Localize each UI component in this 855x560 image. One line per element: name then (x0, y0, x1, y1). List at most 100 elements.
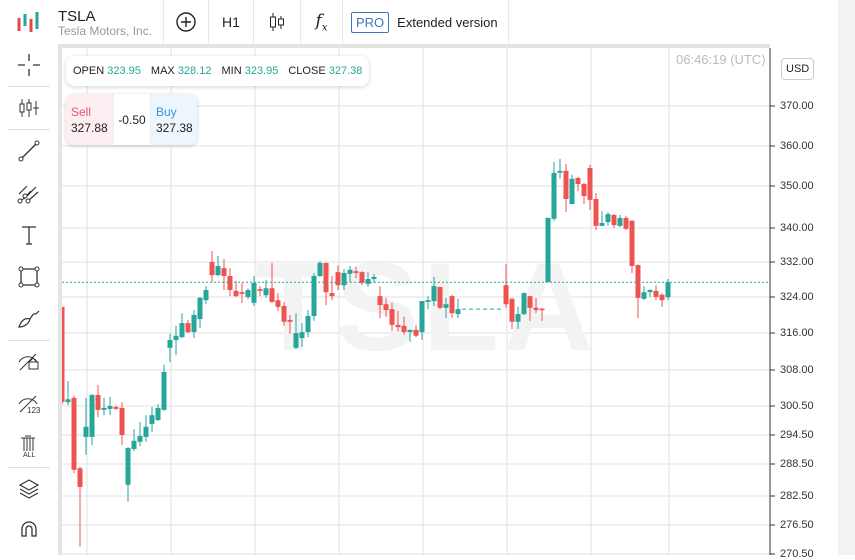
candle-down (239, 292, 245, 294)
price-chart[interactable]: TSLA (0, 0, 838, 555)
candle-down (323, 262, 329, 293)
delete-all-tool[interactable]: ALL (0, 425, 58, 467)
candle-down (329, 293, 335, 297)
candle-down (269, 288, 275, 302)
magnet-tool[interactable] (0, 510, 58, 552)
candle-up (515, 314, 521, 322)
candle-up (443, 304, 449, 308)
currency-button[interactable]: USD (781, 58, 815, 80)
candle-up (521, 293, 527, 315)
extended-version-button[interactable]: PRO Extended version (342, 0, 508, 44)
topbar-spacer (507, 0, 838, 44)
candle-down (635, 265, 641, 298)
candle-up (263, 288, 269, 296)
rectangle-icon (18, 266, 40, 288)
text-tool-icon (22, 226, 36, 245)
price-axis-label: 288.50 (780, 458, 814, 470)
candle-down (527, 296, 533, 308)
candle-down (611, 214, 617, 226)
candle-up (131, 440, 137, 450)
hide-drawings-tool[interactable] (0, 341, 58, 383)
candle-settings-tool[interactable] (0, 87, 58, 129)
candle-down (539, 308, 545, 311)
candle-up (173, 335, 179, 340)
close-label: CLOSE (288, 65, 326, 77)
sell-price: 327.88 (71, 120, 108, 135)
candle-up (407, 329, 413, 333)
candle-down (59, 306, 65, 403)
sell-button[interactable]: Sell 327.88 (66, 94, 113, 145)
candle-down (353, 271, 359, 273)
candle-down (395, 324, 401, 328)
candle-down (359, 272, 365, 283)
candle-down (623, 217, 629, 229)
buy-button[interactable]: Buy 327.38 (151, 94, 197, 145)
candle-up (167, 339, 173, 348)
company-name: Tesla Motors, Inc. (58, 24, 153, 38)
candle-down (71, 397, 77, 470)
candle-down (575, 178, 581, 184)
trend-line-tool[interactable] (0, 130, 58, 172)
hide-drawings-icon (18, 353, 39, 371)
candle-up (347, 269, 353, 274)
price-axis-label: 332.00 (780, 256, 814, 268)
candle-down (209, 262, 215, 276)
svg-text:123: 123 (27, 406, 41, 415)
candle-up (317, 262, 323, 276)
candle-up (191, 315, 197, 333)
brush-icon (18, 310, 40, 328)
crosshair-tool[interactable] (0, 44, 58, 86)
candle-up (365, 279, 371, 284)
candle-down (257, 289, 263, 291)
candle-down (275, 300, 281, 307)
chart-type-button[interactable] (253, 0, 300, 44)
pitchfork-icon (17, 185, 39, 204)
pro-badge: PRO (351, 11, 390, 33)
candle-up (203, 290, 209, 301)
price-axis-label: 300.50 (780, 400, 814, 412)
candle-down (383, 304, 389, 311)
candle-up (647, 290, 653, 293)
candle-up (305, 315, 311, 333)
candle-up (617, 217, 623, 226)
hide-values-tool[interactable]: 123 (0, 383, 58, 425)
candle-down (221, 268, 227, 276)
candle-up (101, 407, 107, 410)
price-axis-label: 294.50 (780, 429, 814, 441)
price-axis-label: 308.00 (780, 364, 814, 376)
brush-tool[interactable] (0, 298, 58, 340)
candle-up (197, 297, 203, 320)
min-value: 323.95 (244, 65, 279, 77)
candle-down (77, 468, 83, 487)
price-axis-label: 340.00 (780, 222, 814, 234)
pitchfork-tool[interactable] (0, 172, 58, 214)
candle-up (551, 172, 557, 219)
text-tool[interactable] (0, 214, 58, 256)
candle-down (335, 272, 341, 286)
symbol-ticker: TSLA (58, 8, 96, 25)
candle-down (659, 294, 665, 301)
open-value: 323.95 (107, 65, 141, 77)
indicators-button[interactable]: fx (300, 0, 342, 44)
fx-icon: fx (315, 10, 328, 34)
candles-logo-icon (0, 0, 58, 44)
layers-tool[interactable] (0, 468, 58, 510)
candle-up (665, 282, 671, 298)
delete-all-icon: ALL (21, 435, 36, 458)
candle-up (641, 292, 647, 299)
candle-down (113, 406, 119, 409)
candle-up (143, 426, 149, 437)
candle-up (245, 290, 251, 297)
scrollbar-track[interactable] (838, 0, 855, 555)
candle-down (233, 290, 239, 297)
add-symbol-button[interactable] (163, 0, 208, 44)
magnet-icon (21, 521, 37, 537)
min-label: MIN (221, 65, 242, 77)
timeframe-button[interactable]: H1 (208, 0, 253, 44)
candle-down (503, 285, 509, 305)
symbol-info[interactable]: TSLA Tesla Motors, Inc. (58, 0, 163, 44)
max-value: 328.12 (177, 65, 212, 77)
trend-line-icon (18, 140, 40, 162)
candle-down (377, 296, 383, 306)
rectangle-tool[interactable] (0, 256, 58, 298)
